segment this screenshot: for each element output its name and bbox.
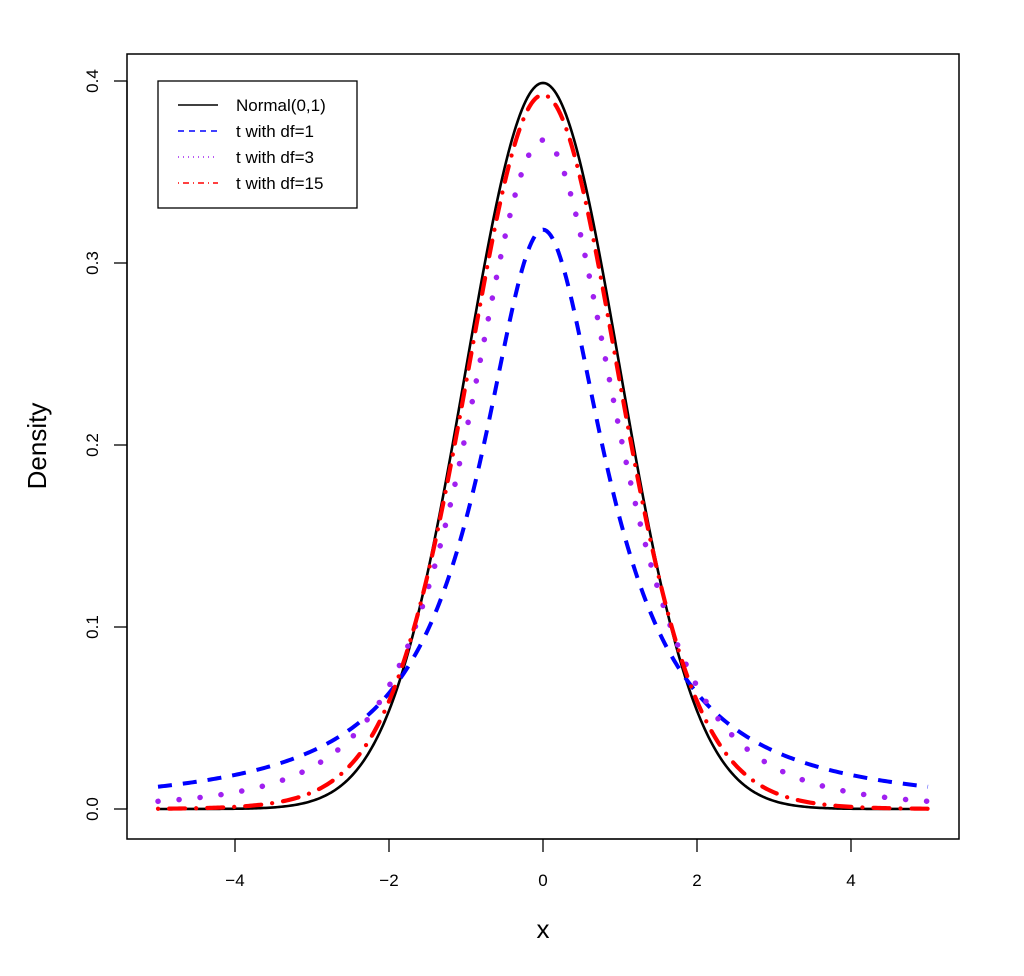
- y-axis-title: Density: [22, 403, 52, 490]
- x-tick-label: −4: [225, 871, 244, 890]
- legend-item: t with df=3: [178, 148, 314, 167]
- curves: [155, 81, 931, 811]
- x-tick-label: 0: [538, 871, 547, 890]
- t-df3-curve: [155, 137, 931, 805]
- y-tick-label: 0.0: [83, 797, 102, 821]
- x-tick-label: 2: [692, 871, 701, 890]
- legend-item: t with df=1: [178, 122, 314, 141]
- x-tick-label: −2: [379, 871, 398, 890]
- t-df15-curve: [155, 92, 931, 811]
- legend-item: Normal(0,1): [178, 96, 326, 115]
- t-df1-curve: [157, 227, 929, 789]
- legend-label: t with df=3: [236, 148, 314, 167]
- legend-label: t with df=1: [236, 122, 314, 141]
- normal-curve: [158, 81, 928, 811]
- legend-label: Normal(0,1): [236, 96, 326, 115]
- y-axis: 0.0 0.1 0.2 0.3 0.4: [83, 69, 128, 821]
- x-tick-label: 4: [846, 871, 855, 890]
- legend-item: t with df=15: [178, 174, 323, 193]
- y-tick-label: 0.3: [83, 251, 102, 275]
- legend-label: t with df=15: [236, 174, 323, 193]
- x-axis-title: x: [537, 914, 550, 944]
- y-tick-label: 0.1: [83, 615, 102, 639]
- legend-box: [157, 80, 358, 209]
- legend: Normal(0,1) t with df=1 t with df=3 t with …: [157, 80, 358, 209]
- x-axis: −4 −2 0 2 4: [225, 838, 856, 890]
- y-tick-label: 0.2: [83, 433, 102, 457]
- y-tick-label: 0.4: [83, 69, 102, 93]
